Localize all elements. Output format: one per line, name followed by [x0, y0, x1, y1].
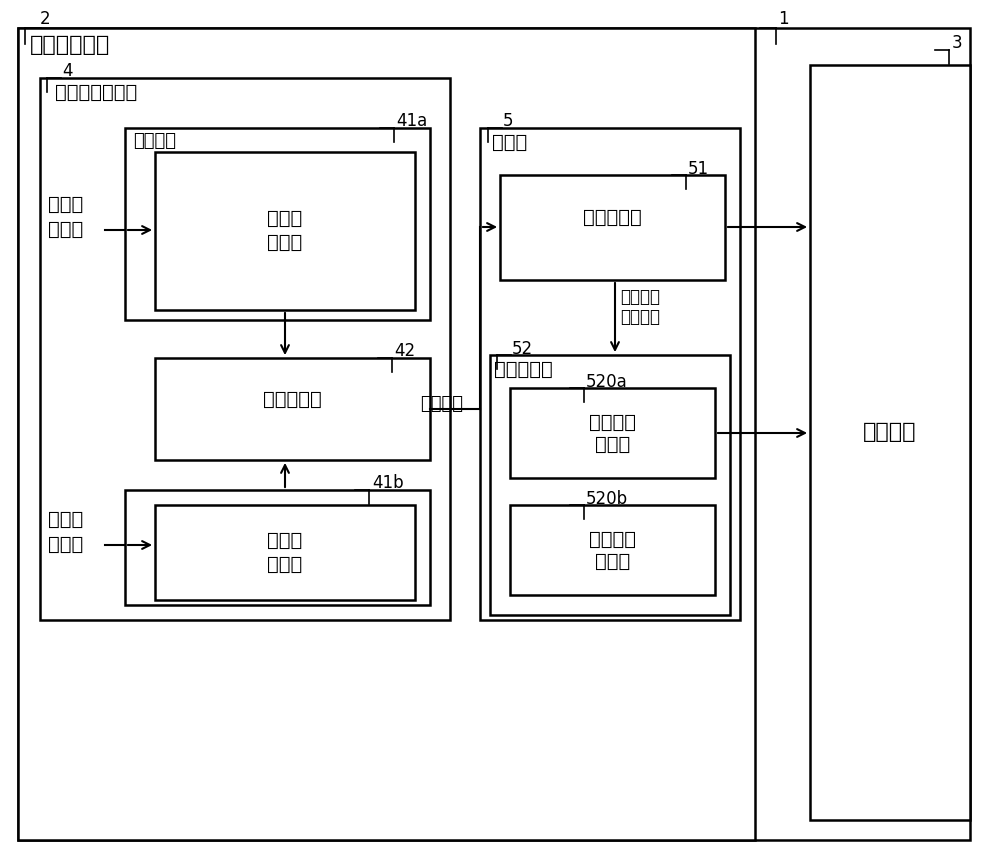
Text: 栀极驱动: 栀极驱动 — [620, 288, 660, 306]
Text: 像数据: 像数据 — [48, 220, 83, 239]
Bar — [40, 78, 450, 620]
Text: 第二移位: 第二移位 — [589, 530, 636, 549]
Bar — [155, 505, 415, 600]
Text: 520a: 520a — [586, 373, 628, 391]
Bar — [490, 355, 730, 615]
Text: 42: 42 — [394, 342, 415, 360]
Text: 51: 51 — [688, 160, 709, 178]
Bar — [125, 128, 430, 320]
Bar — [18, 28, 755, 840]
Text: 第一移位: 第一移位 — [589, 413, 636, 432]
Bar — [155, 358, 430, 460]
Text: 第一行: 第一行 — [267, 209, 303, 228]
Text: 3: 3 — [952, 34, 963, 52]
Text: 复用电路: 复用电路 — [133, 132, 176, 150]
Text: 第二行: 第二行 — [267, 531, 303, 550]
Text: 寄存器: 寄存器 — [595, 552, 630, 571]
Text: 控制信号: 控制信号 — [620, 308, 660, 326]
Bar — [510, 388, 715, 478]
Text: 2: 2 — [40, 10, 51, 28]
Text: 图像数据输出部: 图像数据输出部 — [55, 83, 137, 102]
Text: 1: 1 — [778, 10, 789, 28]
Text: 栀极驱动器: 栀极驱动器 — [494, 360, 553, 379]
Text: 5: 5 — [503, 112, 514, 130]
Text: 缓冲器: 缓冲器 — [267, 233, 303, 252]
Bar — [480, 128, 740, 620]
Bar — [500, 175, 725, 280]
Text: 52: 52 — [512, 340, 533, 358]
Text: 图像输出: 图像输出 — [420, 395, 463, 413]
Bar — [125, 490, 430, 605]
Text: 时序控制器: 时序控制器 — [263, 389, 322, 409]
Text: 液晶面板: 液晶面板 — [863, 423, 917, 442]
Bar — [155, 152, 415, 310]
Text: 驱动部: 驱动部 — [492, 133, 527, 152]
Text: 源极驱动器: 源极驱动器 — [583, 208, 642, 227]
Text: 41a: 41a — [396, 112, 427, 130]
Text: 520b: 520b — [586, 490, 628, 508]
Text: 4: 4 — [62, 62, 72, 80]
Text: 像数据: 像数据 — [48, 535, 83, 554]
Text: 41b: 41b — [372, 474, 404, 492]
Bar — [810, 65, 970, 820]
Text: 第二图: 第二图 — [48, 510, 83, 529]
Text: 缓冲器: 缓冲器 — [267, 555, 303, 574]
Text: 寄存器: 寄存器 — [595, 435, 630, 454]
Bar — [510, 505, 715, 595]
Text: 第一图: 第一图 — [48, 195, 83, 214]
Text: 显示控制装置: 显示控制装置 — [30, 35, 110, 55]
